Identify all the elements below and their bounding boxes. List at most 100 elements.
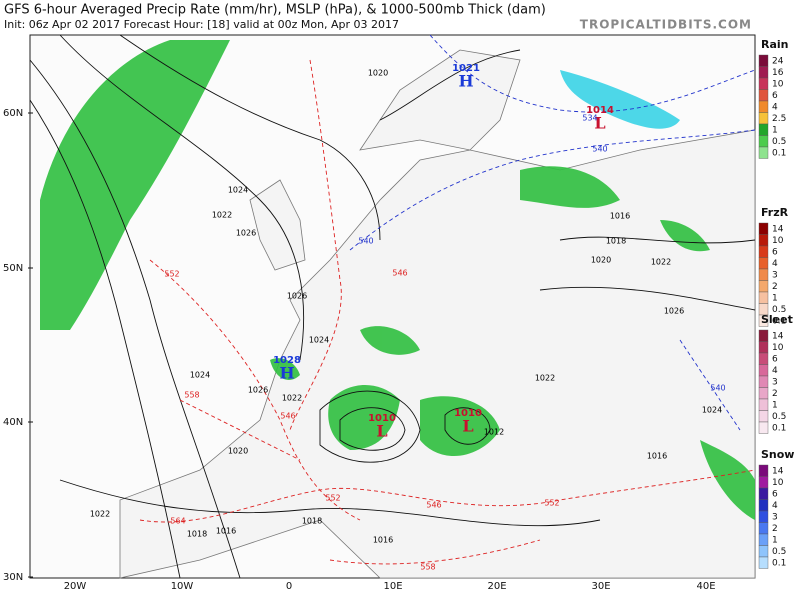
precip-rain xyxy=(40,40,755,520)
map-title: GFS 6-hour Averaged Precip Rate (mm/hr),… xyxy=(4,3,546,18)
legend-swatch xyxy=(758,556,769,569)
isobar-label: 1024 xyxy=(228,186,248,195)
isobar-label: 1018 xyxy=(606,237,626,246)
legend-swatch xyxy=(758,291,769,304)
legend-label: 0.5 xyxy=(772,547,786,557)
lon-label: 30E xyxy=(591,581,610,591)
legend-title: Snow xyxy=(761,448,794,461)
isobar-label: 1020 xyxy=(228,447,248,456)
legend-label: 2.5 xyxy=(772,114,786,124)
legend-swatch xyxy=(758,100,769,113)
pressure-letter: L xyxy=(376,422,387,441)
pressure-letter: L xyxy=(594,114,605,133)
legend-label: 10 xyxy=(772,478,784,488)
pressure-letter: H xyxy=(279,364,294,383)
isobar-label: 1012 xyxy=(484,428,504,437)
thickness-label: 546 xyxy=(426,501,441,510)
legend-swatch xyxy=(758,66,769,79)
legend-label: 1 xyxy=(772,401,778,411)
thickness-label: 546 xyxy=(280,412,295,421)
pressure-value: 1028 xyxy=(273,355,301,366)
pressure-value: 1010 xyxy=(368,413,396,424)
isobar-label: 1026 xyxy=(248,386,268,395)
lon-label: 20E xyxy=(487,581,506,591)
isobar-label: 1022 xyxy=(282,394,302,403)
isobar-label: 1020 xyxy=(591,256,611,265)
thickness-label: 552 xyxy=(164,270,179,279)
legend-swatch xyxy=(758,510,769,523)
legend-swatch xyxy=(758,476,769,489)
isobar-label: 1020 xyxy=(368,69,388,78)
legend-label: 4 xyxy=(772,103,778,113)
isobar-label: 1024 xyxy=(702,406,722,415)
legend-label: 2 xyxy=(772,282,778,292)
legend-swatch xyxy=(758,487,769,500)
legend-label: 4 xyxy=(772,366,778,376)
isobar-label: 1026 xyxy=(287,292,307,301)
pressure-letter: L xyxy=(462,417,473,436)
legend-label: 1 xyxy=(772,126,778,136)
legend-label: 14 xyxy=(772,332,784,342)
legend-swatch xyxy=(758,533,769,546)
thickness-label: 540 xyxy=(710,384,725,393)
lat-label: 40N xyxy=(3,417,23,428)
legend-label: 6 xyxy=(772,248,778,258)
legend-label: 0.1 xyxy=(772,149,786,159)
thickness-label: 552 xyxy=(544,499,559,508)
lat-label: 30N xyxy=(3,572,23,583)
isobar-label: 1016 xyxy=(647,452,667,461)
legend-swatch xyxy=(758,364,769,377)
legend-label: 6 xyxy=(772,490,778,500)
lon-label: 10W xyxy=(171,581,194,591)
thickness-label: 552 xyxy=(325,494,340,503)
precip-mix xyxy=(560,70,680,129)
thickness-label: 546 xyxy=(392,269,407,278)
legend-swatch xyxy=(758,398,769,411)
legend-swatch xyxy=(758,89,769,102)
isobar-label: 1026 xyxy=(664,307,684,316)
pressure-letter: H xyxy=(458,72,473,91)
legend-label: 24 xyxy=(772,57,784,67)
isobar-label: 1022 xyxy=(535,374,555,383)
isobar-label: 1016 xyxy=(610,212,630,221)
legend-swatch xyxy=(758,268,769,281)
legend-label: 0.1 xyxy=(772,317,786,327)
isobar-label: 1022 xyxy=(212,211,232,220)
legend-label: 2 xyxy=(772,524,778,534)
legend-swatch xyxy=(758,421,769,434)
legend-swatch xyxy=(758,112,769,125)
legend-label: 2 xyxy=(772,389,778,399)
legend-label: 3 xyxy=(772,378,778,388)
legend-swatch xyxy=(758,499,769,512)
legend-swatch xyxy=(758,54,769,67)
legend-label: 10 xyxy=(772,80,784,90)
legend-label: 14 xyxy=(772,467,784,477)
legend-swatch xyxy=(758,222,769,235)
isobar-label: 1022 xyxy=(90,510,110,519)
legend-label: 6 xyxy=(772,91,778,101)
legend-swatch xyxy=(758,522,769,535)
thickness-lines xyxy=(139,59,756,565)
legend-swatch xyxy=(758,280,769,293)
legend-swatch xyxy=(758,257,769,270)
isobar-label: 1018 xyxy=(187,530,207,539)
lat-label: 60N xyxy=(3,108,23,119)
legend-swatch xyxy=(758,234,769,247)
legend-label: 1 xyxy=(772,294,778,304)
lon-label: 10E xyxy=(383,581,402,591)
legend-swatch xyxy=(758,341,769,354)
legend-title: FrzR xyxy=(761,206,789,219)
legend-label: 0.1 xyxy=(772,424,786,434)
thickness-label: 558 xyxy=(184,391,199,400)
legend-label: 14 xyxy=(772,225,784,235)
legend-label: 3 xyxy=(772,513,778,523)
legend-swatch xyxy=(758,314,769,327)
lon-label: 40E xyxy=(696,581,715,591)
thickness-label: 540 xyxy=(358,237,373,246)
legend-label: 16 xyxy=(772,68,784,78)
legend-label: 4 xyxy=(772,259,778,269)
legend-swatch xyxy=(758,352,769,365)
legend-label: 1 xyxy=(772,536,778,546)
thickness-540 xyxy=(349,34,756,431)
